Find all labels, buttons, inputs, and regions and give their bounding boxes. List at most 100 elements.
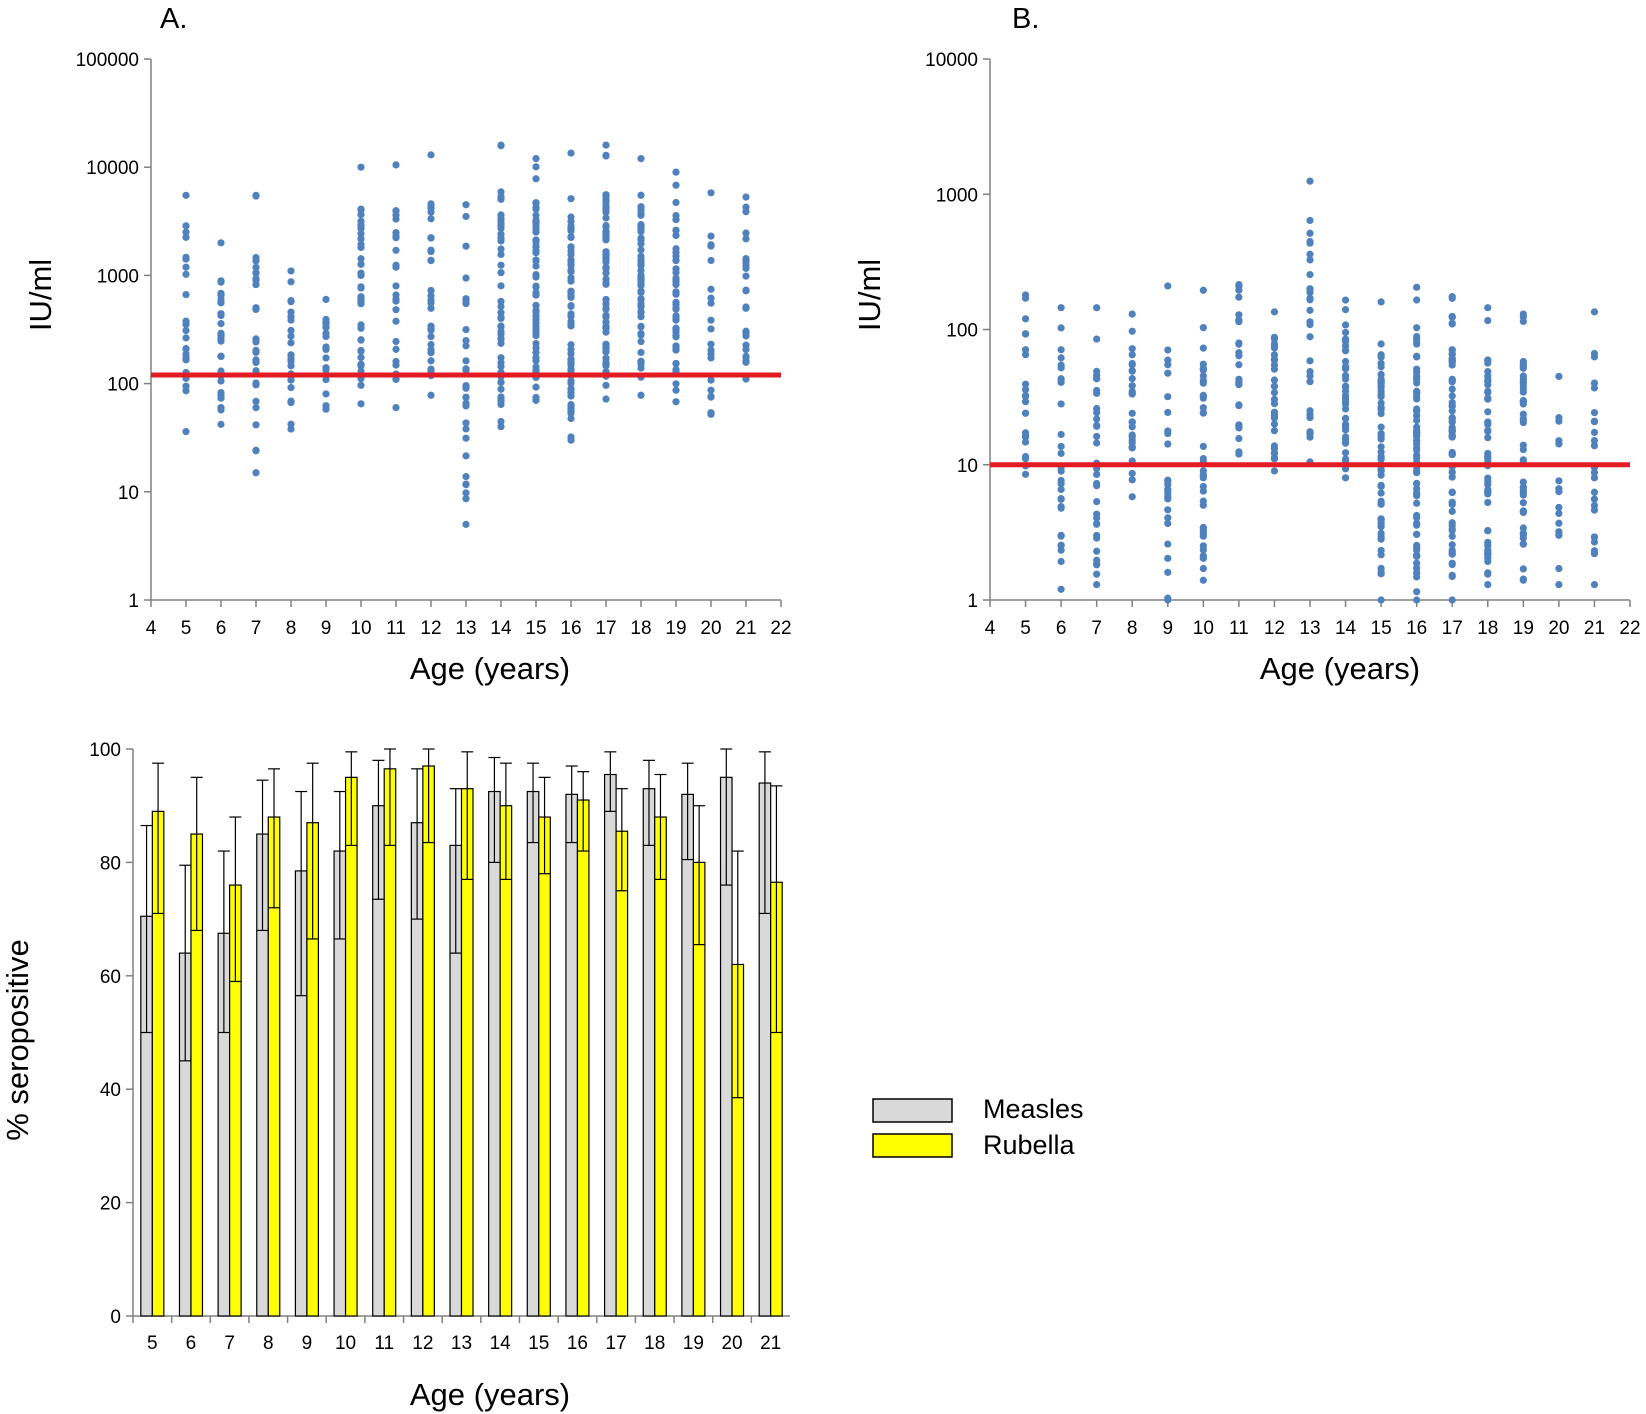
data-point <box>462 472 470 481</box>
data-point <box>1021 398 1030 406</box>
data-point <box>182 233 190 241</box>
data-point <box>1484 580 1492 589</box>
data-point <box>1235 349 1243 357</box>
panel-a-x-tick-label: 9 <box>321 618 332 639</box>
data-point <box>742 235 750 243</box>
data-point <box>532 223 540 231</box>
data-point <box>1413 552 1421 561</box>
data-point <box>1341 414 1350 422</box>
data-point <box>567 377 575 385</box>
data-point <box>217 320 225 328</box>
data-point <box>1128 476 1136 484</box>
panel-a-x-tick-label: 12 <box>420 618 441 639</box>
data-point <box>672 231 680 240</box>
data-point <box>742 193 750 201</box>
data-point <box>672 265 680 273</box>
data-point <box>1377 351 1385 359</box>
data-point <box>1199 404 1207 412</box>
data-point <box>1484 538 1492 546</box>
data-point <box>567 243 575 251</box>
data-point <box>1413 454 1421 462</box>
data-point <box>637 203 645 211</box>
panel-b-x-tick-label: 8 <box>1127 618 1138 639</box>
data-point <box>1484 388 1492 397</box>
data-point <box>1199 372 1207 380</box>
data-point <box>1306 216 1314 225</box>
data-point <box>1413 416 1421 425</box>
bar-measles <box>681 793 694 1317</box>
legend-swatch-measles <box>872 1098 953 1123</box>
data-point <box>287 397 295 405</box>
panel-c-x-tick-label: 21 <box>760 1333 781 1354</box>
panel-a-x-tick-label: 6 <box>216 618 227 639</box>
data-point <box>217 406 225 414</box>
data-point <box>287 339 295 347</box>
data-point <box>1021 385 1030 394</box>
data-point <box>1413 519 1421 527</box>
data-point <box>1590 533 1599 541</box>
data-point <box>1057 541 1065 550</box>
data-point <box>1128 367 1136 375</box>
panel-c-y-tick-label: 40 <box>100 1080 121 1101</box>
data-point <box>497 245 505 253</box>
data-point <box>392 263 400 271</box>
panel-b-scatter: B. 1 10 100 1000 10000 4 5 6 7 8 9 10 11 12 13 14 15 16 1… <box>852 3 1641 686</box>
data-point <box>672 256 680 264</box>
data-point <box>1341 296 1350 304</box>
data-point <box>672 248 680 256</box>
data-point <box>532 393 540 402</box>
data-point <box>1306 285 1314 294</box>
data-point <box>1021 438 1030 446</box>
data-point <box>1413 379 1421 387</box>
data-point <box>637 262 645 270</box>
data-point <box>1413 324 1421 332</box>
data-point <box>1484 498 1492 507</box>
data-point <box>1448 319 1456 327</box>
data-point <box>1448 392 1456 400</box>
data-point <box>532 256 540 264</box>
panel-b-x-tick-label: 14 <box>1335 618 1357 639</box>
data-point <box>1377 532 1385 540</box>
data-point <box>567 302 575 311</box>
data-point <box>1057 361 1065 369</box>
panel-b-x-tick-label: 4 <box>985 618 996 639</box>
data-point <box>1306 256 1314 264</box>
data-point <box>1448 571 1456 579</box>
data-point <box>497 378 505 387</box>
data-point <box>1377 471 1385 479</box>
data-point <box>1128 469 1136 478</box>
data-point <box>567 414 575 423</box>
data-point <box>637 191 645 199</box>
data-point <box>532 328 540 336</box>
data-point <box>1235 339 1243 347</box>
data-point <box>1448 426 1456 434</box>
panel-c-x-tick-label: 10 <box>335 1333 356 1354</box>
data-point <box>532 270 540 279</box>
data-point <box>707 294 715 302</box>
data-point <box>1519 388 1527 396</box>
data-point <box>1519 380 1527 388</box>
data-point <box>602 381 610 389</box>
data-point <box>497 423 505 431</box>
data-point <box>1413 544 1421 552</box>
data-point <box>602 221 610 230</box>
data-point <box>1164 519 1172 528</box>
data-point <box>1128 409 1136 417</box>
data-point <box>742 229 750 237</box>
data-point <box>462 520 470 528</box>
data-point <box>1128 382 1136 390</box>
panel-a-x-tick-label: 11 <box>386 618 406 639</box>
panel-b-y-tick-label: 100 <box>946 321 978 342</box>
data-point <box>1448 507 1456 515</box>
data-point <box>1235 448 1243 456</box>
panel-a-points <box>182 141 750 528</box>
data-point <box>182 290 190 299</box>
data-point <box>602 313 610 321</box>
data-point <box>1093 497 1101 506</box>
data-point <box>357 260 365 268</box>
data-point <box>1199 360 1207 368</box>
data-point <box>1306 372 1314 380</box>
data-point <box>1377 515 1385 523</box>
data-point <box>532 344 540 352</box>
panel-a-x-tick-labels: 4 5 6 7 8 9 10 11 12 13 14 15 16 17 18 19 20 21 22 <box>146 618 792 639</box>
